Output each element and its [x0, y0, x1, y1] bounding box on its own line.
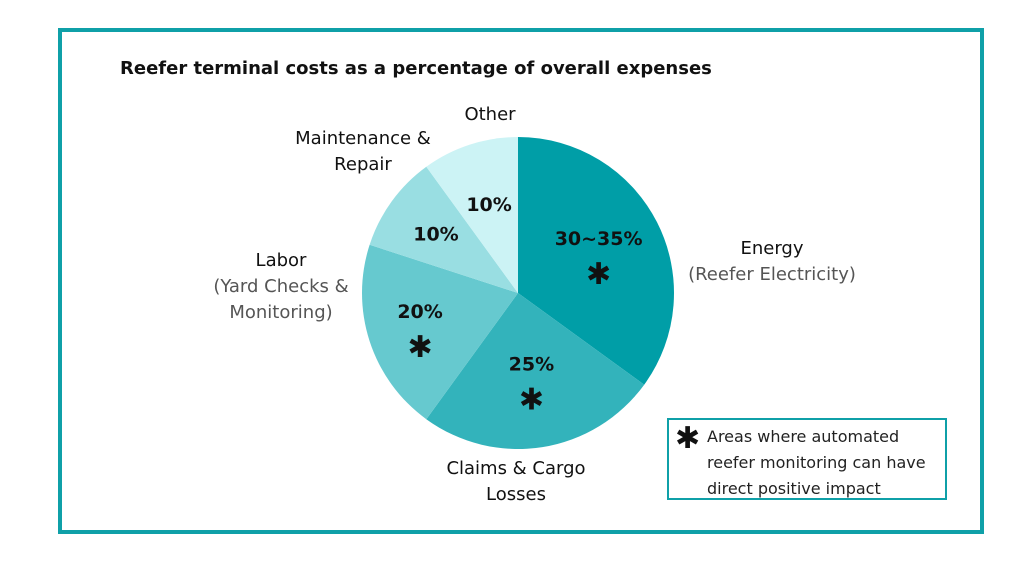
asterisk-icon: ✱: [586, 257, 611, 292]
legend-text: Areas where automated reefer monitoring …: [707, 427, 926, 498]
asterisk-icon: ✱: [519, 383, 544, 418]
label-energy: Energy (Reefer Electricity): [688, 236, 856, 288]
pie-slice-4: [369, 166, 518, 293]
chart-frame: [58, 28, 984, 534]
slice-label: Other: [464, 104, 516, 125]
pie-slice-2: [426, 293, 645, 449]
slice-label: Energy: [740, 238, 804, 259]
label-claims: Claims & Cargo Losses: [446, 456, 586, 508]
label-labor: Labor (Yard Checks & Monitoring): [206, 248, 356, 326]
pie-slice-3: [362, 244, 518, 420]
chart-title: Reefer terminal costs as a percentage of…: [120, 58, 712, 79]
asterisk-icon: ✱: [675, 421, 701, 456]
legend: ✱ Areas where automated reefer monitorin…: [667, 418, 947, 500]
slice-label: Labor: [255, 250, 307, 271]
slice-sublabel: (Yard Checks & Monitoring): [213, 276, 349, 323]
slice-label: Maintenance & Repair: [295, 128, 431, 175]
label-maintenance: Maintenance & Repair: [288, 126, 438, 178]
slice-value-label: 25%: [509, 354, 554, 376]
slice-value-label: 10%: [466, 194, 511, 216]
slice-sublabel: (Reefer Electricity): [688, 264, 856, 285]
slice-value-label: 30~35%: [555, 228, 643, 250]
pie-slice-1: [518, 137, 674, 385]
pie-slice-5: [426, 137, 518, 293]
asterisk-icon: ✱: [408, 330, 433, 365]
label-other: Other: [464, 102, 515, 128]
slice-value-label: 20%: [397, 301, 442, 323]
slice-label: Claims & Cargo Losses: [446, 458, 586, 505]
slice-value-label: 10%: [413, 223, 458, 245]
